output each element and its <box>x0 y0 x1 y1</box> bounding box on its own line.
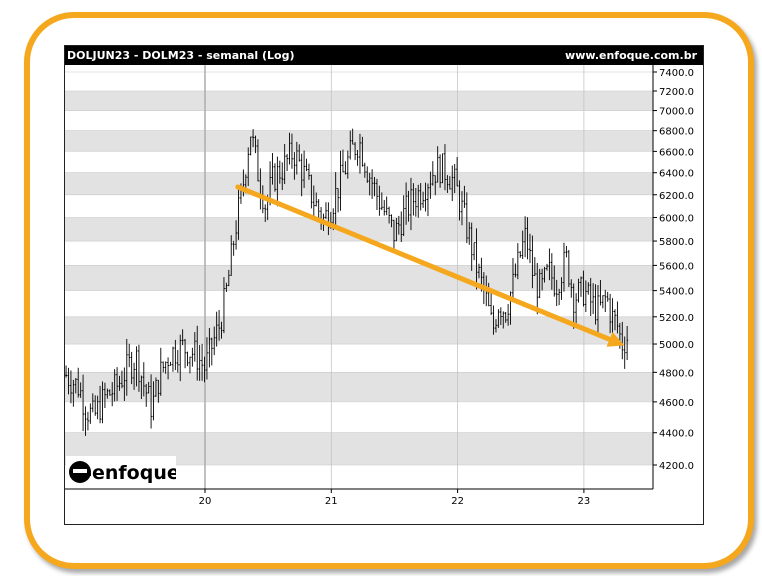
y-tick-label: 6000.0 <box>659 214 694 225</box>
y-tick-label: 4800.0 <box>659 368 694 379</box>
y-tick-label: 6600.0 <box>659 147 694 158</box>
grid-band <box>65 91 653 111</box>
grid-band <box>65 217 653 242</box>
y-tick-label: 5800.0 <box>659 237 694 248</box>
y-tick-label: 5400.0 <box>659 287 694 298</box>
enfoque-logo: enfoque <box>66 456 176 488</box>
y-tick-label: 7200.0 <box>659 87 694 98</box>
y-tick-label: 5200.0 <box>659 313 694 324</box>
y-tick-label: 5600.0 <box>659 261 694 272</box>
grid-band <box>65 372 653 402</box>
x-tick-label: 21 <box>325 496 338 507</box>
site-url: www.enfoque.com.br <box>565 49 697 62</box>
trend-arrow-shaft <box>235 184 613 342</box>
chart-title-bar: DOLJUN23 - DOLM23 - semanal (Log) www.en… <box>65 46 703 65</box>
grid-band <box>65 172 653 195</box>
logo-text: enfoque <box>92 462 176 484</box>
y-tick-label: 6400.0 <box>659 169 694 180</box>
y-tick-label: 4400.0 <box>659 429 694 440</box>
x-tick-label: 22 <box>451 496 464 507</box>
chart-title: DOLJUN23 - DOLM23 - semanal (Log) <box>67 49 295 62</box>
grid-band <box>65 316 653 345</box>
x-tick-label: 23 <box>578 496 591 507</box>
y-tick-label: 6200.0 <box>659 191 694 202</box>
trend-arrow-head <box>606 331 625 347</box>
logo-mark-icon: enfoque <box>69 461 176 484</box>
y-tick-label: 4600.0 <box>659 398 694 409</box>
grid-band <box>65 265 653 291</box>
y-tick-label: 6800.0 <box>659 127 694 138</box>
y-tick-label: 7400.0 <box>659 68 694 79</box>
y-tick-label: 7000.0 <box>659 107 694 118</box>
x-tick-label: 20 <box>199 496 212 507</box>
y-tick-label: 5000.0 <box>659 340 694 351</box>
y-tick-label: 4200.0 <box>659 461 694 472</box>
grid-band <box>65 130 653 152</box>
